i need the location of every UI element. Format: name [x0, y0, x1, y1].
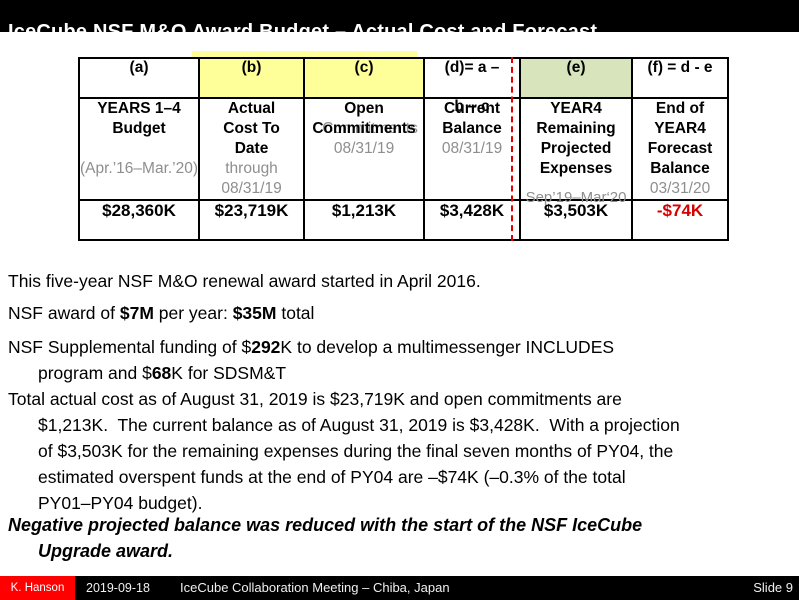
col-f-period-note: 03/31/20 [649, 180, 711, 197]
col-d-period-note: 08/31/19 [441, 140, 503, 157]
col-e-description: YEAR4 Remaining Projected Expenses [519, 97, 634, 201]
col-b-period-note: through [225, 160, 278, 177]
footer-date: 2019-09-18 [86, 581, 150, 595]
col-f-value: -$74K [631, 199, 730, 241]
table-description-row: YEARS 1–4 Budget (Apr.’16–Mar.’20) Actua… [77, 97, 730, 201]
col-c-header: (c) [303, 57, 426, 99]
slide-number: Slide 9 [753, 580, 793, 595]
year4-divider-line [511, 57, 513, 241]
col-f-header: (f) = d - e [631, 57, 730, 99]
col-a-header: (a) [77, 57, 201, 99]
budget-table-container: (a) (b) (c) (d)= a – b – c (e) (f) = d -… [77, 51, 730, 241]
col-c-value: $1,213K [303, 199, 426, 241]
col-e-value: Sep’19–Mar‘20 $3,503K [519, 189, 634, 241]
body-paragraph-4: Total actual cost as of August 31, 2019 … [8, 389, 680, 513]
overlapping-text: Commitments Commitments [312, 120, 418, 137]
col-d-value: $3,428K [423, 199, 522, 241]
col-b-header: (b) [198, 57, 306, 99]
col-b-description: Actual Cost To Date through 08/31/19 [198, 97, 306, 201]
footer-bar: K. Hanson 2019-09-18 IceCube Collaborati… [0, 576, 799, 600]
col-e-header: (e) [519, 57, 634, 99]
col-d-description: Current Balance 08/31/19 [423, 97, 522, 201]
yellow-highlight-strip [192, 51, 417, 57]
author-badge: K. Hanson [0, 576, 75, 600]
slide-title-bar: IceCube NSF M&O Award Budget – Actual Co… [0, 0, 799, 32]
body-paragraph-2: NSF award of $7M per year: $35M total [8, 303, 315, 323]
body-paragraph-1: This five-year NSF M&O renewal award sta… [8, 271, 481, 291]
body-paragraph-3: NSF Supplemental funding of $292K to dev… [8, 337, 615, 383]
col-e-period-note: Sep’19–Mar‘20 [525, 189, 627, 206]
slide-title: IceCube NSF M&O Award Budget – Actual Co… [8, 21, 598, 32]
col-a-description: YEARS 1–4 Budget (Apr.’16–Mar.’20) [77, 97, 201, 201]
col-c-description: Open Commitments Commitments 08/31/19 [303, 97, 426, 201]
body-paragraph-5: Negative projected balance was reduced w… [8, 515, 643, 561]
table-header-row: (a) (b) (c) (d)= a – b – c (e) (f) = d -… [77, 57, 730, 115]
col-c-period-note: 08/31/19 [333, 140, 395, 157]
col-b-value: $23,719K [198, 199, 306, 241]
footer-venue: IceCube Collaboration Meeting – Chiba, J… [180, 580, 450, 595]
col-a-value: $28,360K [77, 199, 201, 241]
col-d-header: (d)= a – b – c [423, 57, 522, 115]
col-d-header-line2: b – c [454, 98, 490, 115]
ghost-text: Commitments [322, 120, 418, 137]
budget-table: (a) (b) (c) (d)= a – b – c (e) (f) = d -… [77, 57, 730, 241]
spacer [80, 139, 198, 159]
col-f-description: End of YEAR4 Forecast Balance 03/31/20 [631, 97, 730, 201]
table-value-row: $28,360K $23,719K $1,213K $3,428K Sep’19… [77, 189, 730, 241]
col-a-period-note: (Apr.’16–Mar.’20) [80, 160, 199, 177]
